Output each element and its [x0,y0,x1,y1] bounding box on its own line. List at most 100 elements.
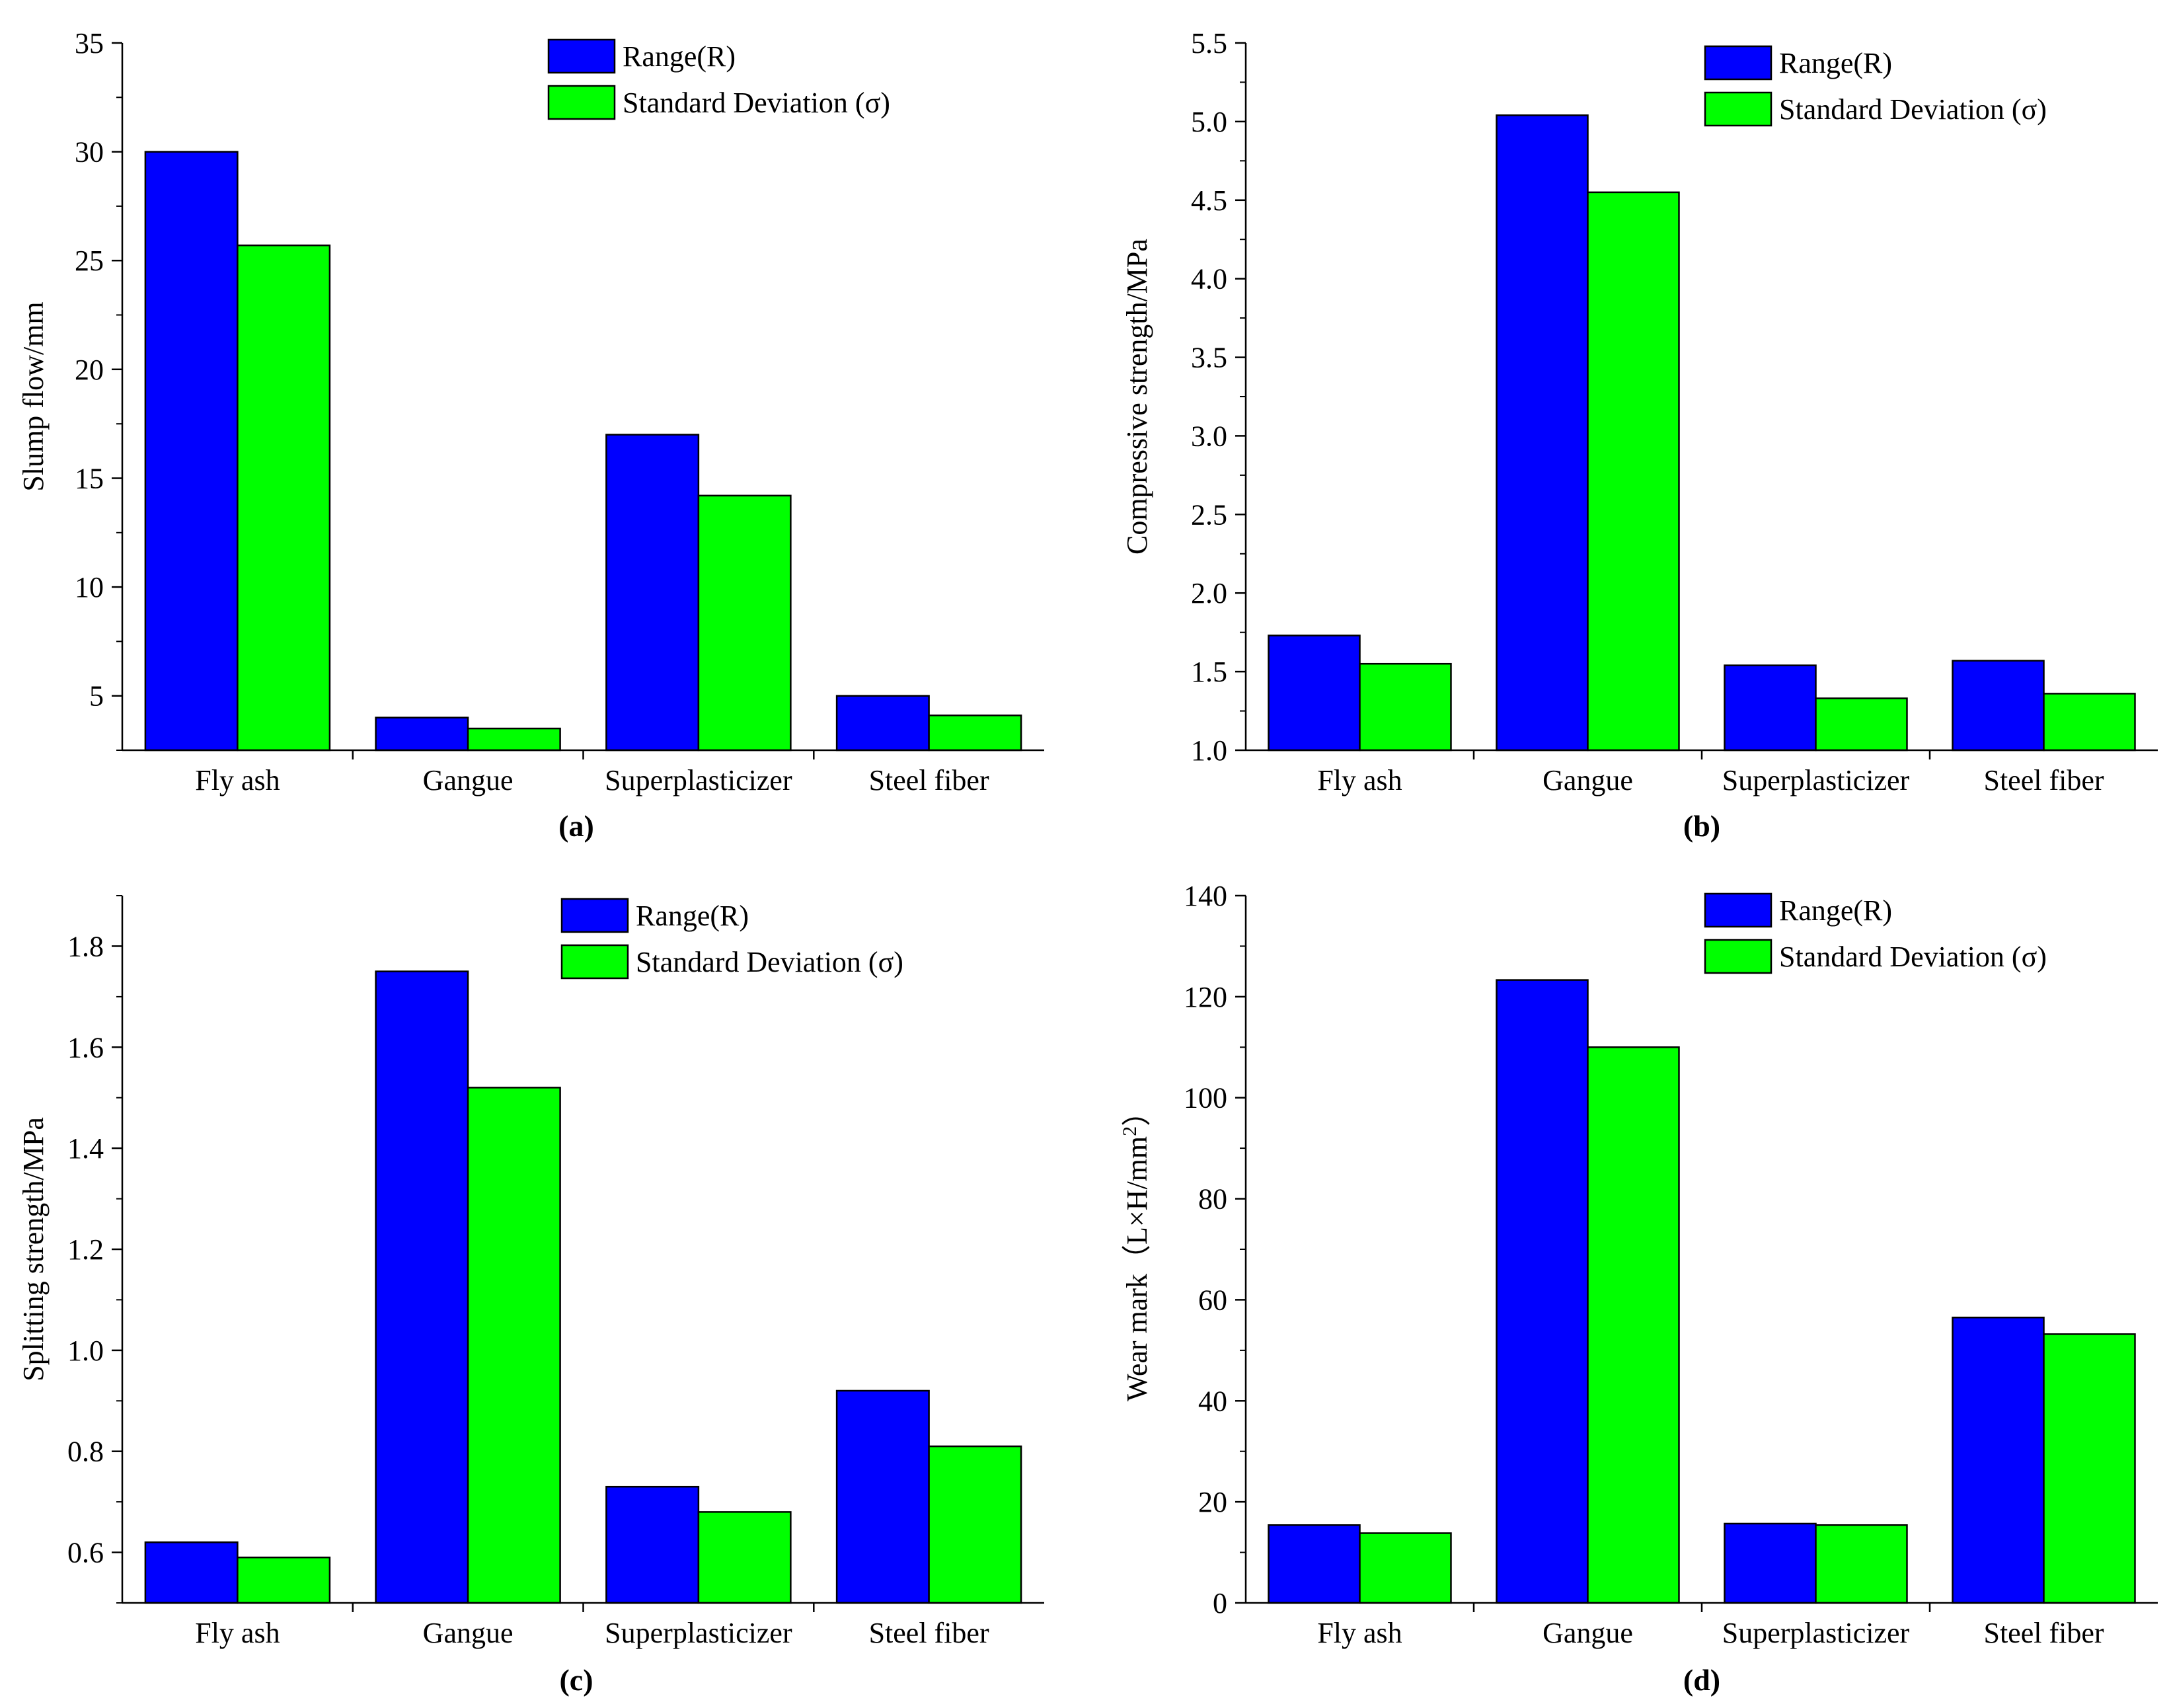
legend-swatch-range [560,898,629,933]
bar-range-fly-ash [144,1541,239,1604]
y-tick-label: 4.5 [1191,184,1227,217]
y-tick-label: 5.5 [1191,27,1227,59]
chart-panel-2: Fly ash Gangue Superplasticizer Steel fiber… [1121,27,2158,843]
y-tick-label: 5 [89,680,104,713]
y-tick-label: 140 [1184,880,1227,912]
y-tick-label: 1.8 [67,930,104,962]
legend: Range(R) Standard Deviation (σ) [560,898,903,980]
bar-range-superplasticizer [605,1485,700,1604]
y-tick-label: 1.4 [67,1132,104,1165]
panel-label: (a) [558,809,594,843]
y-axis-title-end: ） [1121,1097,1153,1126]
legend-label-std: Standard Deviation (σ) [636,946,903,978]
bar-range-gangue [1496,979,1589,1604]
x-tick-label: Steel fiber [869,764,989,796]
y-tick-label: 3.5 [1191,342,1227,374]
y-tick-label: 2.5 [1191,498,1227,531]
y-axis-title-main: Wear mark（L×H/mm [1121,1136,1153,1401]
x-tick-label: Steel fiber [1983,1617,2104,1649]
y-tick-label: 10 [75,571,104,603]
legend-label-std: Standard Deviation (σ) [623,87,890,119]
legend-swatch-std [547,85,616,120]
bar-range-superplasticizer [1724,1522,1817,1604]
panel-label: (c) [559,1663,593,1697]
bar-range-fly-ash [1268,635,1361,752]
y-tick-label: 0 [1213,1587,1227,1619]
bar-std-fly-ash [1359,662,1452,752]
x-tick-label: Steel fiber [869,1617,989,1649]
bar-range-superplasticizer [605,434,700,752]
legend-swatch-std [1704,939,1772,974]
y-tick-label: 100 [1184,1082,1227,1114]
legend-label-std: Standard Deviation (σ) [1779,941,2047,973]
y-tick-label: 20 [75,354,104,386]
legend-swatch-std [1704,91,1772,127]
y-tick-label: 35 [75,27,104,59]
legend: Range(R) Standard Deviation (σ) [547,38,890,120]
x-tick-label: Fly ash [195,764,280,796]
legend-label-range: Range(R) [623,40,736,73]
bar-std-steel-fiber [928,715,1022,752]
y-tick-label: 80 [1198,1183,1227,1216]
y-tick-label: 1.5 [1191,656,1227,688]
x-tick-label: Superplasticizer [605,764,792,796]
x-tick-label: Steel fiber [1983,764,2104,796]
y-tick-label: 25 [75,245,104,277]
x-tick-label: Gangue [423,764,514,796]
bar-range-fly-ash [144,151,239,752]
bar-std-gangue [1587,1046,1680,1604]
bar-range-superplasticizer [1724,664,1817,752]
y-tick-label: 2.0 [1191,577,1227,609]
bar-std-steel-fiber [2043,693,2136,752]
legend-swatch-std [560,944,629,980]
chart-panel-3: Fly ash Gangue Superplasticizer Steel fiber… [17,895,1044,1697]
y-axis-title: Wear mark（L×H/mm2） [1119,1097,1153,1401]
bar-std-superplasticizer [697,494,792,752]
chart-panel-4: Fly ash Gangue Superplasticizer Steel fiber… [1119,880,2158,1697]
y-tick-label: 40 [1198,1385,1227,1417]
legend-label-std: Standard Deviation (σ) [1779,93,2047,126]
legend-swatch-range [1704,45,1772,81]
bar-range-gangue [1496,114,1589,752]
bar-std-fly-ash [1359,1532,1452,1604]
bar-std-steel-fiber [928,1445,1022,1604]
y-tick-label: 4.0 [1191,263,1227,295]
bar-std-superplasticizer [697,1511,792,1604]
y-tick-label: 1.0 [67,1335,104,1367]
legend-label-range: Range(R) [1779,47,1892,79]
y-axis-title: Slump flow/mm [17,301,50,491]
x-tick-label: Superplasticizer [1722,764,1910,796]
y-tick-label: 20 [1198,1486,1227,1518]
x-tick-label: Fly ash [1317,764,1402,796]
y-tick-label: 30 [75,136,104,169]
x-tick-label: Superplasticizer [1722,1617,1910,1649]
x-tick-label: Superplasticizer [605,1617,792,1649]
y-tick-label: 15 [75,463,104,495]
bar-std-gangue [1587,191,1680,752]
bar-std-fly-ash [237,1556,331,1604]
y-tick-label: 120 [1184,981,1227,1013]
bar-range-gangue [375,970,469,1604]
y-tick-label: 1.6 [67,1031,104,1064]
bar-range-gangue [375,717,469,752]
bar-std-fly-ash [237,244,331,752]
y-tick-label: 0.6 [67,1537,104,1569]
bar-std-gangue [467,727,561,752]
y-tick-label: 0.8 [67,1436,104,1468]
chart-panel-1: Fly ash Gangue Superplasticizer Steel fiber… [17,27,1044,843]
legend-swatch-range [547,38,616,74]
legend-label-range: Range(R) [1779,894,1892,927]
y-tick-label: 3.0 [1191,420,1227,452]
panel-label: (b) [1683,809,1720,843]
x-tick-label: Gangue [1543,1617,1633,1649]
bar-std-superplasticizer [1815,1524,1908,1604]
legend-label-range: Range(R) [636,900,749,932]
bar-range-steel-fiber [835,1389,930,1604]
bar-range-fly-ash [1268,1524,1361,1604]
legend: Range(R) Standard Deviation (σ) [1704,45,2047,127]
y-axis-title: Splitting strength/MPa [17,1117,50,1381]
x-tick-label: Fly ash [195,1617,280,1649]
bar-range-steel-fiber [835,695,930,752]
y-tick-label: 5.0 [1191,106,1227,138]
